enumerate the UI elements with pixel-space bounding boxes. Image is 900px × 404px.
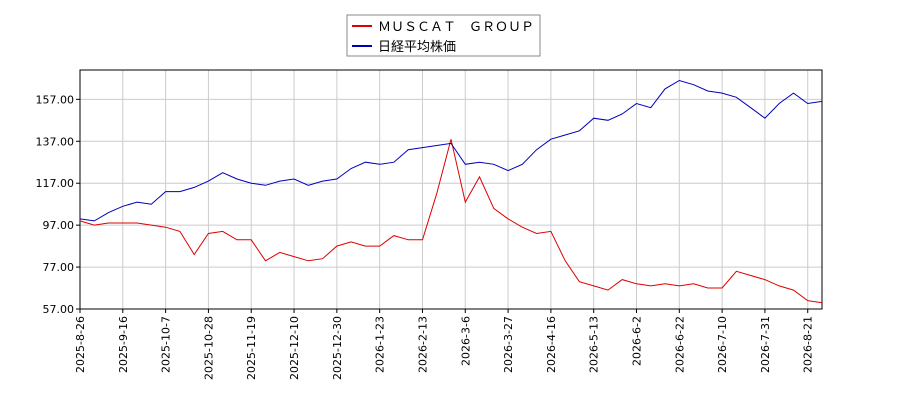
x-tick-label: 2026-7-10 [716, 316, 729, 373]
x-tick-label: 2025-8-26 [74, 316, 87, 373]
x-tick-label: 2026-4-16 [545, 316, 558, 373]
y-tick-label: 77.00 [43, 261, 75, 274]
x-tick-label: 2026-6-2 [631, 316, 644, 366]
legend-box [346, 14, 541, 57]
series-line [79, 79, 823, 222]
plot-frame [79, 69, 823, 310]
x-tick-label: 2026-3-6 [459, 316, 472, 366]
y-tick-label: 117.00 [36, 177, 75, 190]
x-tick-label: 2026-8-21 [802, 316, 815, 373]
x-tick-label: 2026-7-31 [759, 316, 772, 373]
x-tick-label: 2026-1-23 [374, 316, 387, 373]
legend-label: ＭＵＳＣＡＴ ＧＲＯＵＰ [378, 20, 534, 35]
y-tick-label: 157.00 [36, 93, 75, 106]
x-tick-label: 2026-2-13 [416, 316, 429, 373]
y-tick-label: 57.00 [43, 303, 75, 316]
x-tick-label: 2025-10-28 [202, 316, 215, 380]
x-tick-label: 2026-3-27 [502, 316, 515, 373]
x-tick-label: 2026-6-22 [673, 316, 686, 373]
x-tick-label: 2025-12-10 [288, 316, 301, 380]
x-tick-label: 2025-9-16 [117, 316, 130, 373]
x-tick-label: 2026-5-13 [588, 316, 601, 373]
y-tick-label: 97.00 [43, 219, 75, 232]
y-tick-label: 137.00 [36, 135, 75, 148]
x-tick-label: 2025-10-7 [160, 316, 173, 373]
x-tick-label: 2025-11-19 [245, 316, 258, 380]
series-line [79, 139, 823, 304]
legend-label: 日経平均株価 [378, 40, 456, 55]
x-tick-label: 2025-12-30 [331, 316, 344, 380]
